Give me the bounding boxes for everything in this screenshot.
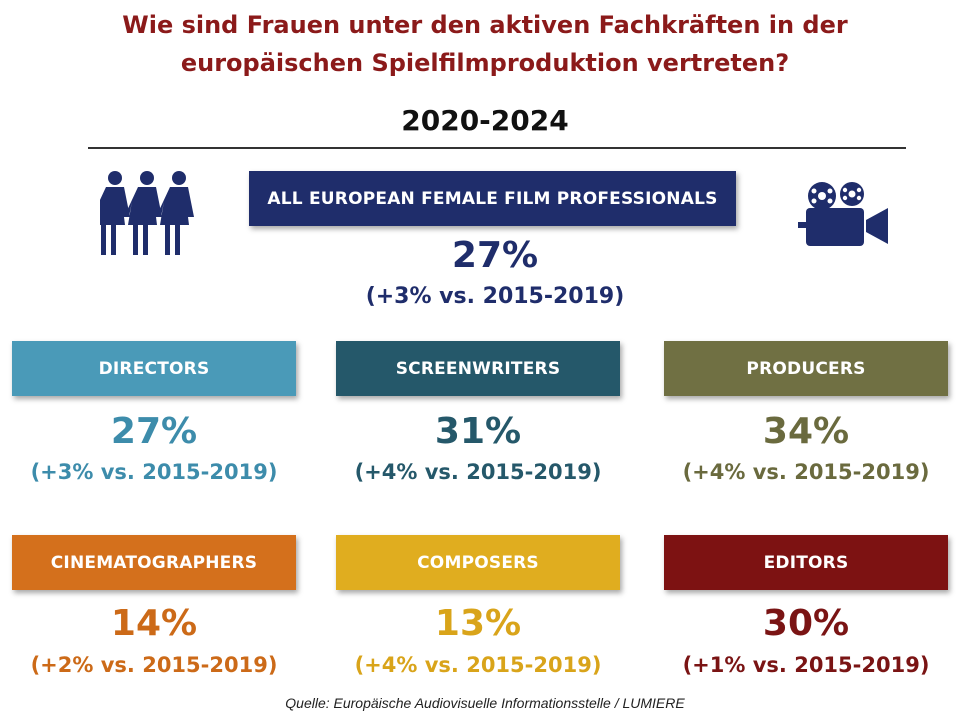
title-line-1: Wie sind Frauen unter den aktiven Fachkr… bbox=[122, 11, 848, 39]
three-women-icon bbox=[100, 171, 194, 255]
period-label: 2020-2024 bbox=[401, 104, 569, 137]
editors-percent: 30% bbox=[762, 603, 850, 644]
overall-banner: ALL EUROPEAN FEMALE FILM PROFESSIONALS bbox=[249, 171, 736, 226]
producers-banner: PRODUCERS bbox=[664, 341, 948, 396]
editors-banner: EDITORS bbox=[664, 535, 948, 590]
directors-banner: DIRECTORS bbox=[12, 341, 296, 396]
source-note: Quelle: Europäische Audiovisuelle Inform… bbox=[285, 695, 685, 711]
screenwriters-banner: SCREENWRITERS bbox=[336, 341, 620, 396]
title-line-2: europäischen Spielfilmproduktion vertret… bbox=[180, 49, 790, 77]
screenwriters-change: (+4% vs. 2015-2019) bbox=[354, 460, 602, 484]
producers-percent: 34% bbox=[762, 411, 850, 452]
screenwriters-percent: 31% bbox=[434, 411, 522, 452]
cinematographers-banner: CINEMATOGRAPHERS bbox=[12, 535, 296, 590]
overall-percent: 27% bbox=[451, 235, 539, 276]
composers-banner: COMPOSERS bbox=[336, 535, 620, 590]
composers-change: (+4% vs. 2015-2019) bbox=[354, 653, 602, 677]
producers-change: (+4% vs. 2015-2019) bbox=[682, 460, 930, 484]
editors-change: (+1% vs. 2015-2019) bbox=[682, 653, 930, 677]
overall-change: (+3% vs. 2015-2019) bbox=[365, 284, 625, 309]
cinematographers-change: (+2% vs. 2015-2019) bbox=[30, 653, 278, 677]
directors-change: (+3% vs. 2015-2019) bbox=[30, 460, 278, 484]
composers-percent: 13% bbox=[434, 603, 522, 644]
directors-percent: 27% bbox=[110, 411, 198, 452]
divider bbox=[88, 147, 906, 149]
cinematographers-percent: 14% bbox=[110, 603, 198, 644]
film-camera-icon bbox=[798, 182, 888, 246]
